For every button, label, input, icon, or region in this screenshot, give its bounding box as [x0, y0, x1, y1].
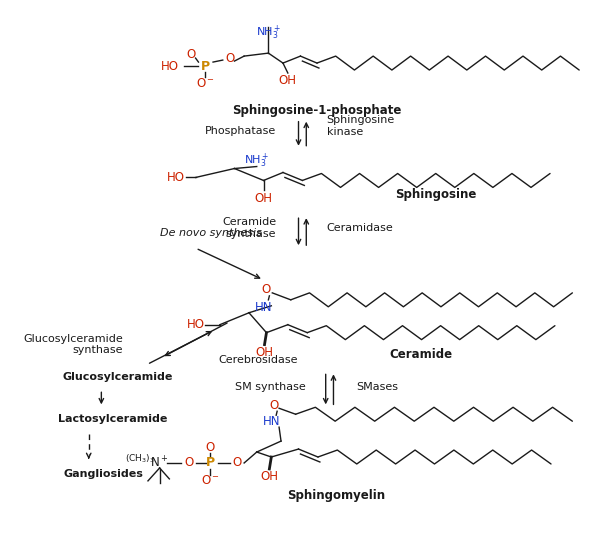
Text: O: O — [206, 440, 215, 454]
Text: NH$_3^+$: NH$_3^+$ — [256, 24, 281, 42]
Text: O: O — [233, 456, 242, 470]
Text: N$^+$: N$^+$ — [151, 455, 169, 471]
Text: OH: OH — [260, 470, 278, 484]
Text: SM synthase: SM synthase — [235, 383, 305, 392]
Text: O: O — [184, 456, 193, 470]
Text: O: O — [262, 284, 271, 296]
Text: NH$_3^+$: NH$_3^+$ — [244, 151, 269, 170]
Text: O$^-$: O$^-$ — [196, 78, 215, 90]
Text: HO: HO — [161, 59, 179, 73]
Text: SMases: SMases — [356, 383, 398, 392]
Text: Glucosylceramide
synthase: Glucosylceramide synthase — [23, 334, 123, 355]
Text: HN: HN — [263, 415, 280, 427]
Text: Gangliosides: Gangliosides — [64, 469, 143, 479]
Text: Glucosylceramide: Glucosylceramide — [62, 372, 173, 383]
Text: P: P — [206, 456, 215, 470]
Text: Phosphatase: Phosphatase — [205, 126, 276, 136]
Text: Ceramidase: Ceramidase — [326, 223, 394, 233]
Text: De novo synthesis: De novo synthesis — [160, 228, 262, 238]
Text: O: O — [269, 399, 279, 412]
Text: Ceramide: Ceramide — [390, 348, 453, 361]
Text: Sphingomyelin: Sphingomyelin — [287, 490, 385, 502]
Text: Sphingosine: Sphingosine — [395, 188, 476, 201]
Text: O: O — [186, 48, 196, 60]
Text: OH: OH — [254, 192, 272, 205]
Text: HO: HO — [167, 171, 185, 184]
Text: Sphingosine
kinase: Sphingosine kinase — [326, 115, 395, 136]
Text: P: P — [201, 59, 210, 73]
Text: HO: HO — [187, 318, 205, 331]
Text: Ceramide
synthase: Ceramide synthase — [222, 217, 276, 239]
Text: Lactosylceramide: Lactosylceramide — [58, 414, 167, 424]
Text: OH: OH — [256, 346, 274, 359]
Text: (CH$_3$)$_3$: (CH$_3$)$_3$ — [125, 453, 155, 465]
Text: HN: HN — [255, 301, 272, 314]
Text: Cerebrosidase: Cerebrosidase — [218, 355, 298, 364]
Text: O$^-$: O$^-$ — [200, 475, 220, 487]
Text: OH: OH — [279, 74, 297, 88]
Text: O: O — [225, 51, 234, 65]
Text: Sphingosine-1-phosphate: Sphingosine-1-phosphate — [232, 104, 401, 117]
